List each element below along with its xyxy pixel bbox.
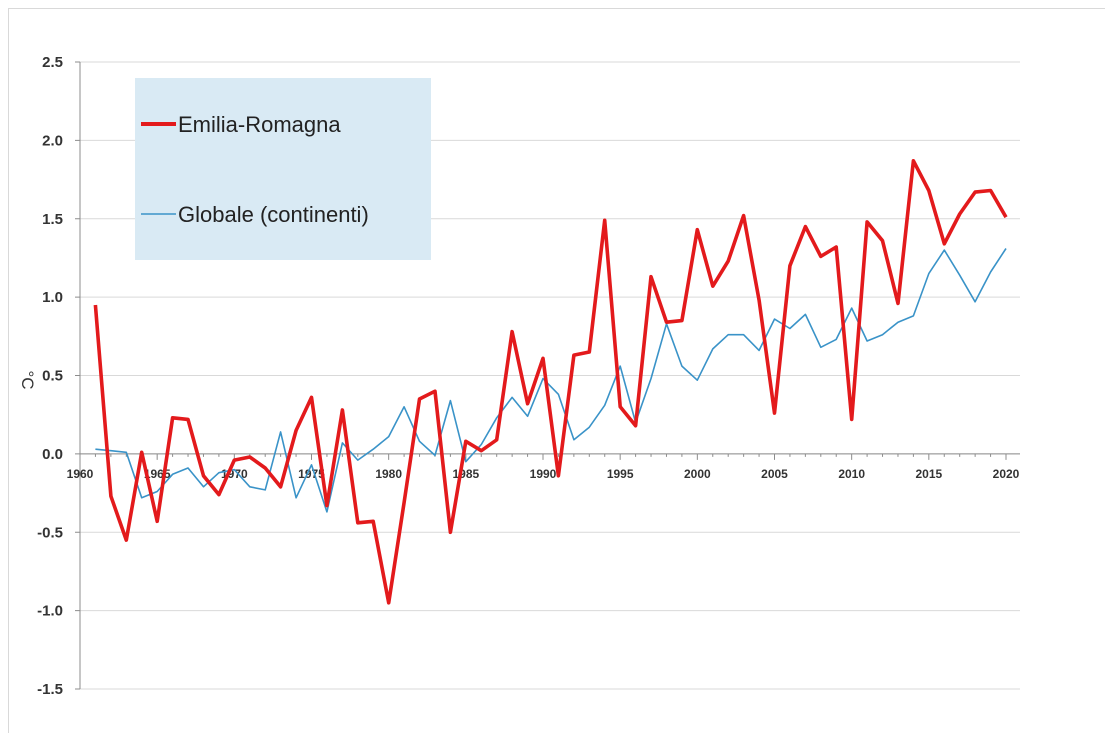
x-tick-label: 1985 — [452, 467, 479, 481]
legend-label-emilia-romagna: Emilia-Romagna — [178, 112, 341, 137]
x-axis-ticks: 1960 1965 1970 1975 1980 1985 1990 1995 2000 2005… — [67, 453, 1020, 481]
y-tick-label: -1.5 — [37, 681, 63, 698]
x-tick-label: 2000 — [684, 467, 711, 481]
x-tick-label: 1960 — [67, 467, 94, 481]
y-axis-ticks: 2.5 2.0 1.5 1.0 0.5 0.0 -0.5 -1.0 -1.5 — [37, 54, 81, 698]
y-tick-label: 1.5 — [42, 211, 63, 228]
legend-box — [135, 78, 431, 260]
series-line-globale — [95, 248, 1007, 513]
y-tick-label: 2.0 — [42, 132, 63, 149]
y-tick-label: 0.0 — [42, 446, 63, 463]
x-tick-label: 2010 — [838, 467, 865, 481]
x-tick-label: 1980 — [375, 467, 402, 481]
x-tick-label: 2020 — [993, 467, 1020, 481]
x-tick-label: 2005 — [761, 467, 788, 481]
x-tick-label: 2015 — [915, 467, 942, 481]
y-axis-label: °C — [18, 370, 37, 389]
y-tick-label: -0.5 — [37, 524, 63, 541]
y-tick-label: 1.0 — [42, 289, 63, 306]
series-lines — [93, 159, 1008, 605]
y-tick-label: 2.5 — [42, 54, 63, 71]
x-tick-label: 1990 — [530, 467, 557, 481]
legend-label-globale: Globale (continenti) — [178, 202, 369, 227]
x-tick-label: 1995 — [607, 467, 634, 481]
y-tick-label: 0.5 — [42, 368, 63, 385]
series-line-emilia-romagna — [93, 159, 1008, 605]
y-tick-label: -1.0 — [37, 603, 63, 620]
legend: Emilia-Romagna Globale (continenti) — [135, 78, 431, 260]
chart-frame — [8, 8, 1105, 733]
